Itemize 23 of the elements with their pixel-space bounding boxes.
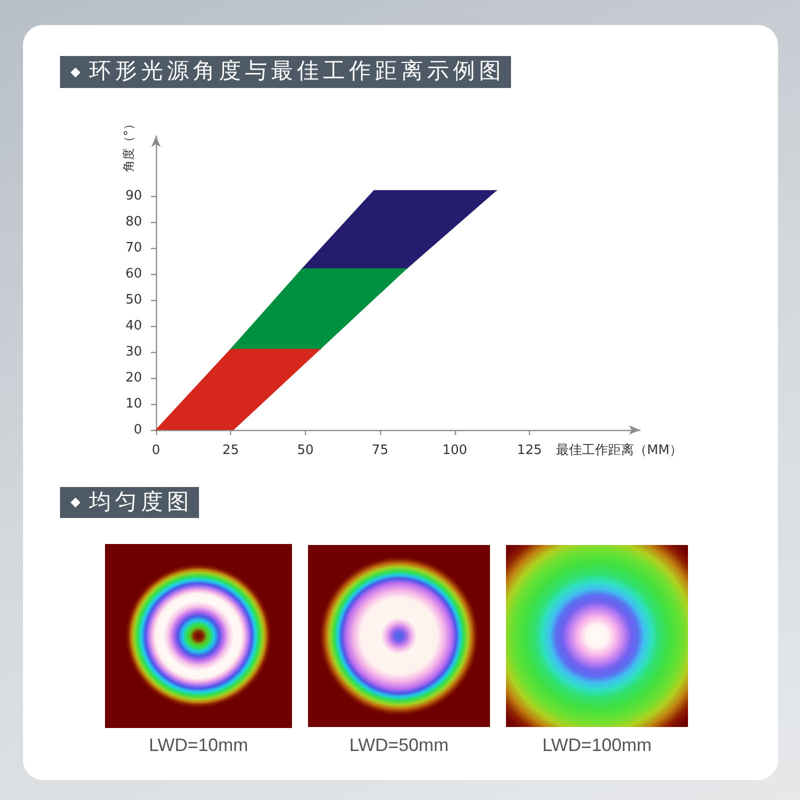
y-tick-label: 50 — [125, 292, 142, 308]
y-axis-title: 角度（°） — [122, 118, 136, 172]
x-tick-label: 100 — [442, 443, 468, 458]
y-tick-label: 90 — [125, 188, 142, 204]
y-tick-label: 80 — [125, 214, 142, 230]
x-tick-label: 125 — [517, 443, 542, 458]
x-tick-label: 0 — [152, 443, 160, 458]
y-tick-label: 70 — [125, 240, 142, 256]
y-tick-label: 60 — [125, 266, 142, 282]
y-tick-label: 30 — [125, 344, 142, 360]
x-tick-label: 50 — [297, 443, 314, 458]
y-tick-label: 40 — [125, 318, 142, 334]
text: LWD=100mm — [542, 735, 652, 755]
y-tick-label: 10 — [125, 396, 142, 412]
y-tick-label: 20 — [125, 370, 142, 386]
x-tick-label: 75 — [372, 443, 388, 458]
text: LWD=10mm — [148, 735, 248, 755]
x-axis-title: 最佳工作距离（MM） — [556, 443, 682, 458]
x-tick-label: 25 — [222, 443, 239, 458]
text: LWD=50mm — [349, 735, 449, 755]
text: 均匀度图 — [89, 490, 193, 516]
chart-title: 环形光源角度与最佳工作距离示例图 — [89, 59, 505, 85]
y-tick-label: 0 — [134, 422, 142, 438]
